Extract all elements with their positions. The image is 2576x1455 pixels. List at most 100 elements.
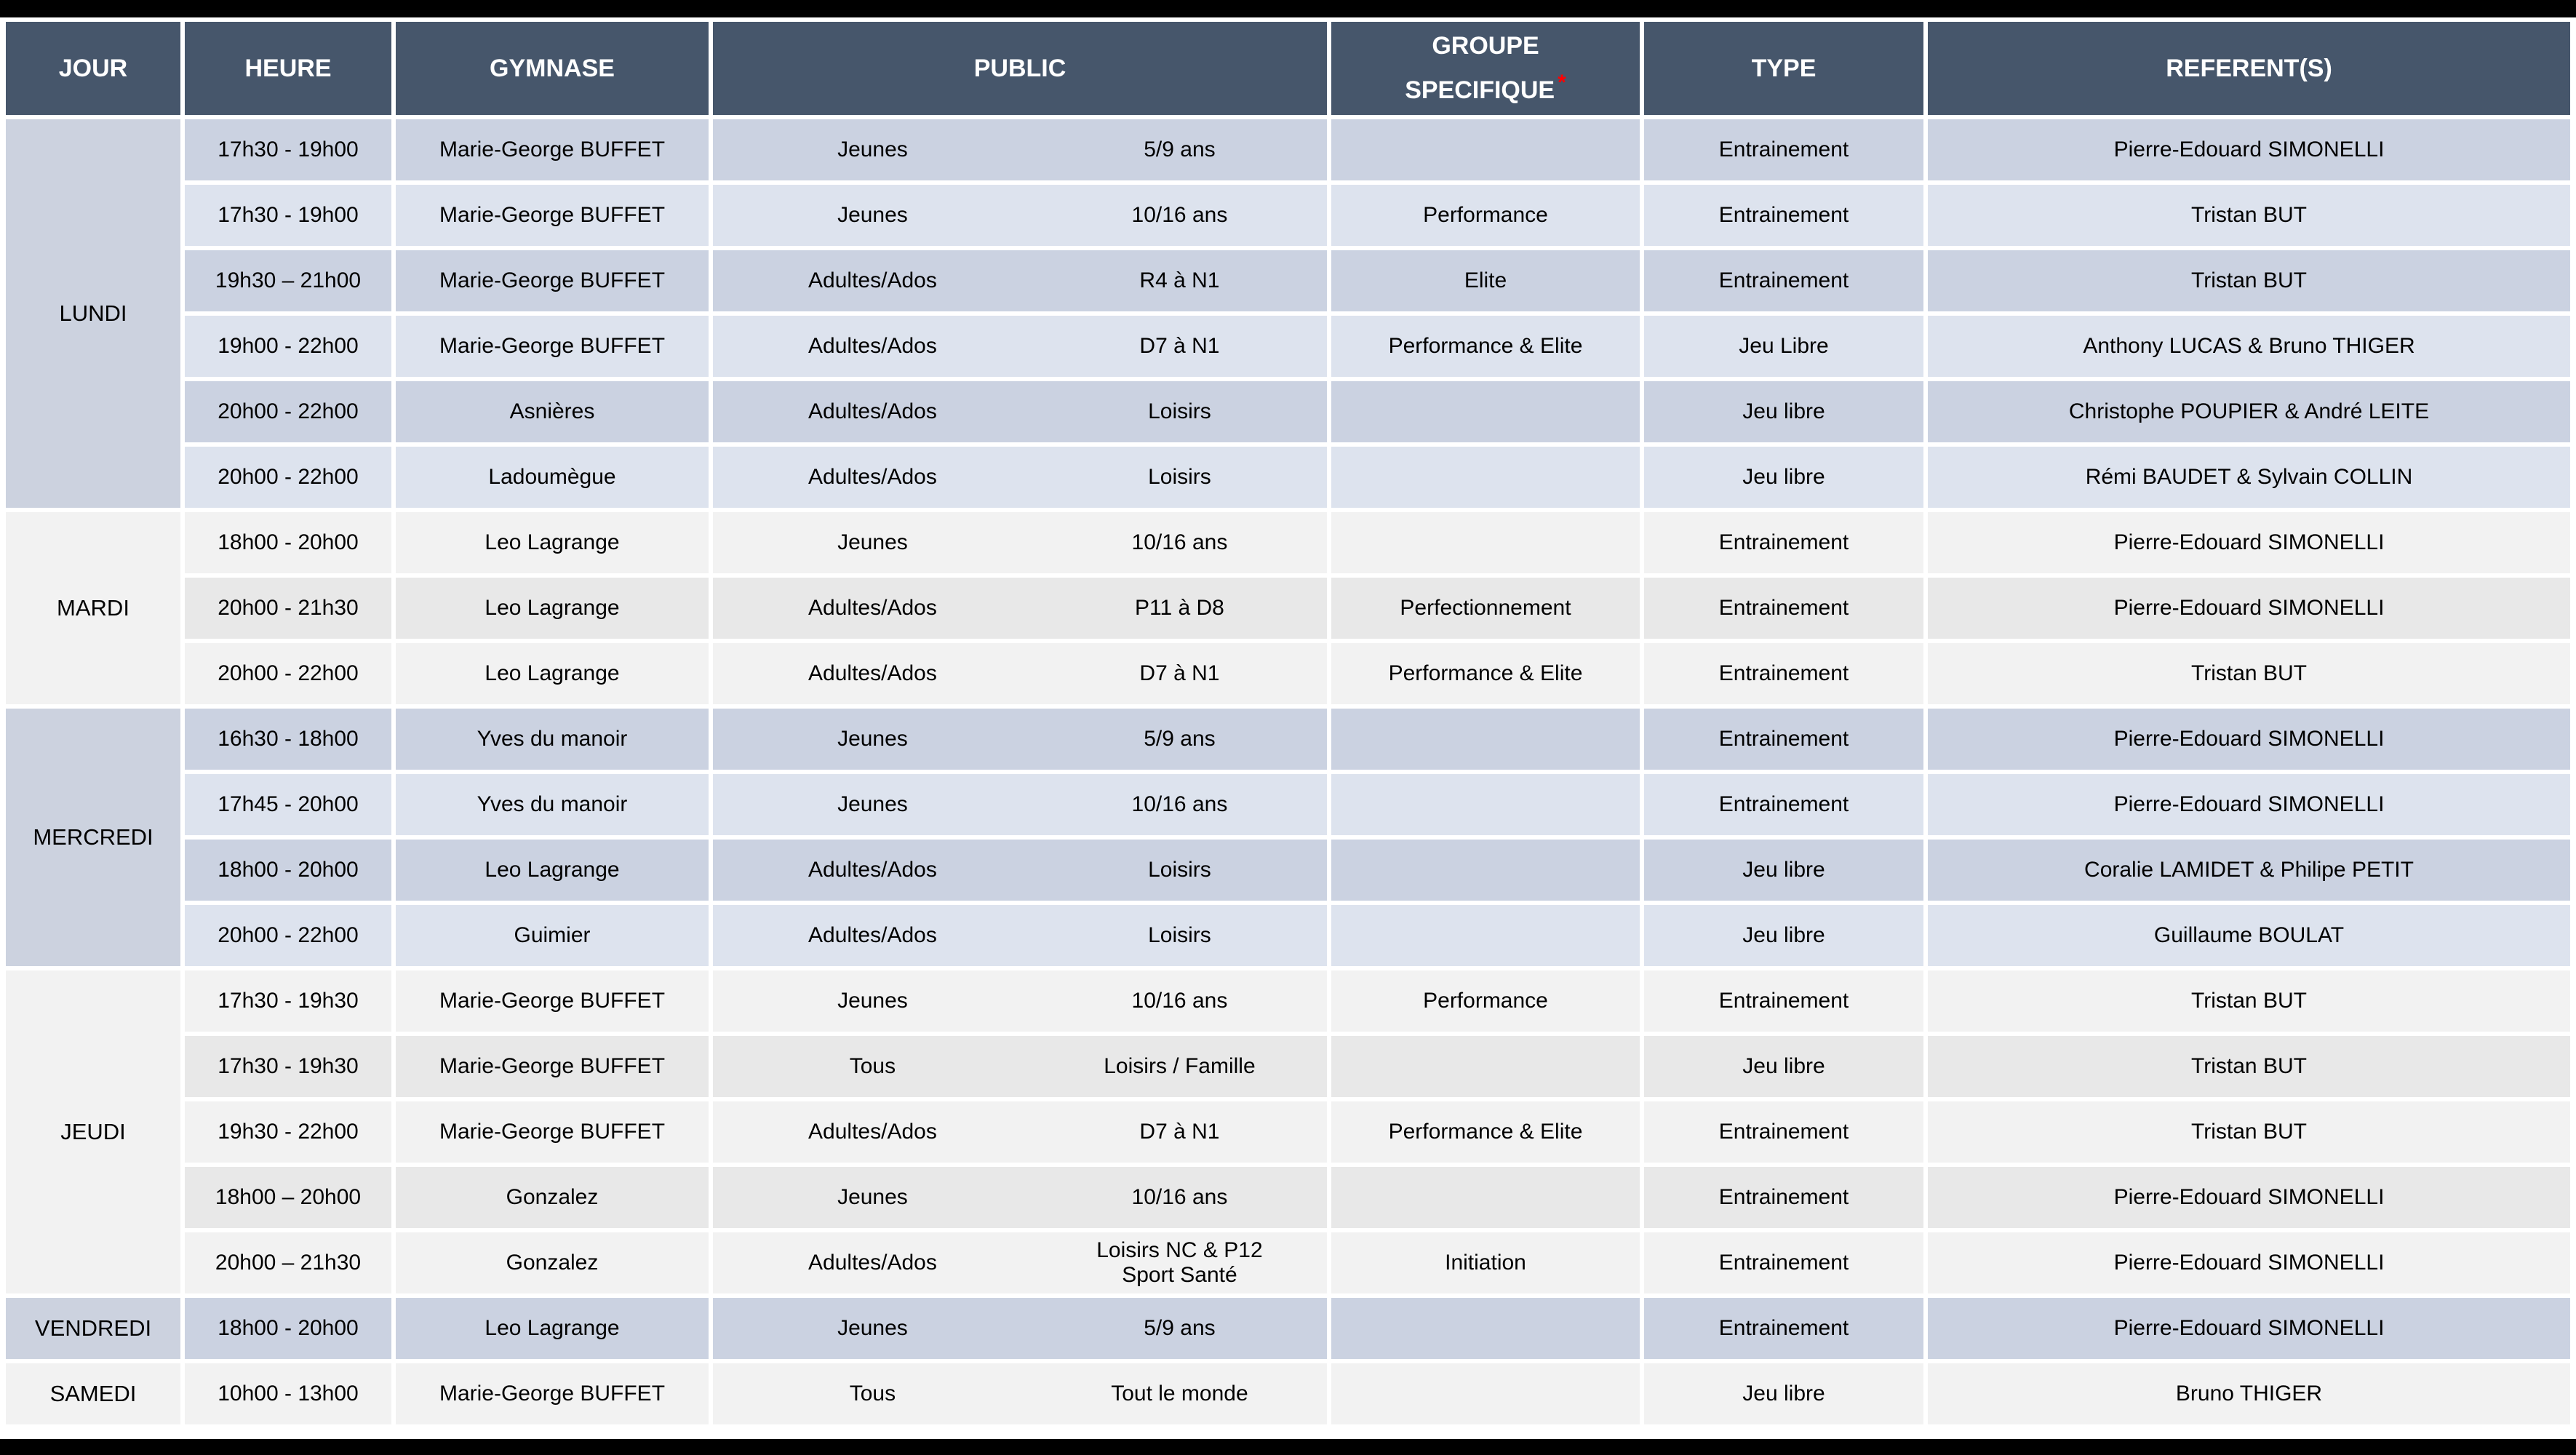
column-header-heure: HEURE: [185, 22, 391, 115]
cell-type: Jeu libre: [1644, 840, 1923, 901]
cell-referents: Tristan BUT: [1928, 1036, 2570, 1097]
day-label: LUNDI: [59, 300, 127, 326]
public-level: 10/16 ans: [1131, 988, 1228, 1013]
day-cell-samedi: SAMEDI: [6, 1363, 180, 1424]
cell-type: Entrainement: [1644, 1232, 1923, 1293]
public-level: Loisirs: [1148, 922, 1211, 947]
cell-gymnase: Asnières: [396, 381, 709, 442]
column-header-referents: REFERENT(S): [1928, 22, 2570, 115]
cell-type: Entrainement: [1644, 970, 1923, 1032]
public-category: Adultes/Ados: [808, 268, 937, 292]
public-level: Loisirs: [1148, 399, 1211, 423]
cell-referents: Tristan BUT: [1928, 185, 2570, 246]
cell-type: Entrainement: [1644, 119, 1923, 180]
public-level: D7 à N1: [1139, 333, 1220, 358]
cell-heure: 19h30 - 22h00: [185, 1101, 391, 1163]
cell-groupe-specifique: [1331, 774, 1640, 835]
cell-gymnase: Leo Lagrange: [396, 1298, 709, 1359]
cell-groupe-specifique: [1331, 1298, 1640, 1359]
column-header-groupe-specifique: GROUPE SPECIFIQUE *: [1331, 22, 1640, 115]
public-level: 10/16 ans: [1131, 202, 1228, 227]
public-category: Jeunes: [837, 1184, 908, 1209]
cell-heure: 19h30 – 21h00: [185, 250, 391, 311]
cell-gymnase: Gonzalez: [396, 1167, 709, 1228]
cell-gymnase: Leo Lagrange: [396, 643, 709, 704]
groupe-header-line2: SPECIFIQUE *: [1405, 70, 1566, 104]
day-label: SAMEDI: [49, 1381, 137, 1406]
cell-public: Adultes/Ados P11 à D8: [713, 578, 1327, 639]
cell-gymnase: Guimier: [396, 905, 709, 966]
cell-groupe-specifique: Performance: [1331, 185, 1640, 246]
cell-referents: Pierre-Edouard SIMONELLI: [1928, 709, 2570, 770]
public-category: Jeunes: [837, 202, 908, 227]
cell-public: Adultes/Ados D7 à N1: [713, 1101, 1327, 1163]
cell-referents: Pierre-Edouard SIMONELLI: [1928, 1167, 2570, 1228]
cell-heure: 17h30 - 19h30: [185, 970, 391, 1032]
cell-groupe-specifique: [1331, 1363, 1640, 1424]
cell-gymnase: Ladoumègue: [396, 447, 709, 508]
cell-groupe-specifique: Performance: [1331, 970, 1640, 1032]
public-category: Adultes/Ados: [808, 857, 937, 882]
cell-referents: Pierre-Edouard SIMONELLI: [1928, 1298, 2570, 1359]
cell-type: Jeu Libre: [1644, 316, 1923, 377]
day-cell-jeudi: JEUDI: [6, 970, 180, 1293]
public-category: Tous: [849, 1053, 896, 1078]
cell-type: Jeu libre: [1644, 905, 1923, 966]
cell-heure: 19h00 - 22h00: [185, 316, 391, 377]
cell-groupe-specifique: Performance & Elite: [1331, 316, 1640, 377]
cell-type: Entrainement: [1644, 1298, 1923, 1359]
cell-public: Jeunes 10/16 ans: [713, 970, 1327, 1032]
cell-referents: Pierre-Edouard SIMONELLI: [1928, 774, 2570, 835]
cell-public: Jeunes 10/16 ans: [713, 1167, 1327, 1228]
cell-type: Entrainement: [1644, 185, 1923, 246]
public-category: Adultes/Ados: [808, 595, 937, 620]
cell-gymnase: Leo Lagrange: [396, 512, 709, 573]
cell-heure: 16h30 - 18h00: [185, 709, 391, 770]
cell-type: Jeu libre: [1644, 447, 1923, 508]
cell-heure: 17h45 - 20h00: [185, 774, 391, 835]
cell-groupe-specifique: Elite: [1331, 250, 1640, 311]
cell-type: Entrainement: [1644, 1167, 1923, 1228]
cell-groupe-specifique: Performance & Elite: [1331, 1101, 1640, 1163]
cell-heure: 10h00 - 13h00: [185, 1363, 391, 1424]
public-level: Loisirs NC & P12 Sport Santé: [1096, 1237, 1263, 1288]
cell-type: Entrainement: [1644, 709, 1923, 770]
cell-groupe-specifique: [1331, 119, 1640, 180]
cell-referents: Pierre-Edouard SIMONELLI: [1928, 578, 2570, 639]
cell-heure: 20h00 - 22h00: [185, 643, 391, 704]
cell-public: Jeunes 5/9 ans: [713, 119, 1327, 180]
cell-referents: Pierre-Edouard SIMONELLI: [1928, 1232, 2570, 1293]
schedule-table: JOUR HEURE GYMNASE PUBLIC GROUPE SPECIFI…: [0, 17, 2576, 1439]
public-level: 5/9 ans: [1144, 137, 1216, 162]
column-header-gymnase: GYMNASE: [396, 22, 709, 115]
cell-referents: Christophe POUPIER & André LEITE: [1928, 381, 2570, 442]
public-level: P11 à D8: [1135, 595, 1224, 620]
cell-referents: Tristan BUT: [1928, 643, 2570, 704]
cell-referents: Coralie LAMIDET & Philipe PETIT: [1928, 840, 2570, 901]
cell-heure: 18h00 - 20h00: [185, 840, 391, 901]
cell-referents: Bruno THIGER: [1928, 1363, 2570, 1424]
public-level: D7 à N1: [1139, 1119, 1220, 1144]
column-header-jour: JOUR: [6, 22, 180, 115]
cell-heure: 17h30 - 19h00: [185, 185, 391, 246]
cell-groupe-specifique: Performance & Elite: [1331, 643, 1640, 704]
cell-public: Tous Loisirs / Famille: [713, 1036, 1327, 1097]
public-category: Tous: [849, 1381, 896, 1406]
cell-public: Adultes/Ados Loisirs: [713, 840, 1327, 901]
day-cell-vendredi: VENDREDI: [6, 1298, 180, 1359]
cell-heure: 20h00 – 21h30: [185, 1232, 391, 1293]
cell-public: Adultes/Ados D7 à N1: [713, 643, 1327, 704]
public-category: Adultes/Ados: [808, 922, 937, 947]
cell-heure: 18h00 - 20h00: [185, 1298, 391, 1359]
public-level: Loisirs / Famille: [1104, 1053, 1256, 1078]
cell-groupe-specifique: Perfectionnement: [1331, 578, 1640, 639]
public-level: Loisirs: [1148, 464, 1211, 489]
public-level: Tout le monde: [1111, 1381, 1248, 1406]
cell-groupe-specifique: Initiation: [1331, 1232, 1640, 1293]
cell-gymnase: Marie-George BUFFET: [396, 185, 709, 246]
cell-public: Jeunes 10/16 ans: [713, 512, 1327, 573]
cell-referents: Guillaume BOULAT: [1928, 905, 2570, 966]
cell-gymnase: Leo Lagrange: [396, 840, 709, 901]
public-level: 10/16 ans: [1131, 792, 1228, 816]
public-category: Adultes/Ados: [808, 661, 937, 685]
